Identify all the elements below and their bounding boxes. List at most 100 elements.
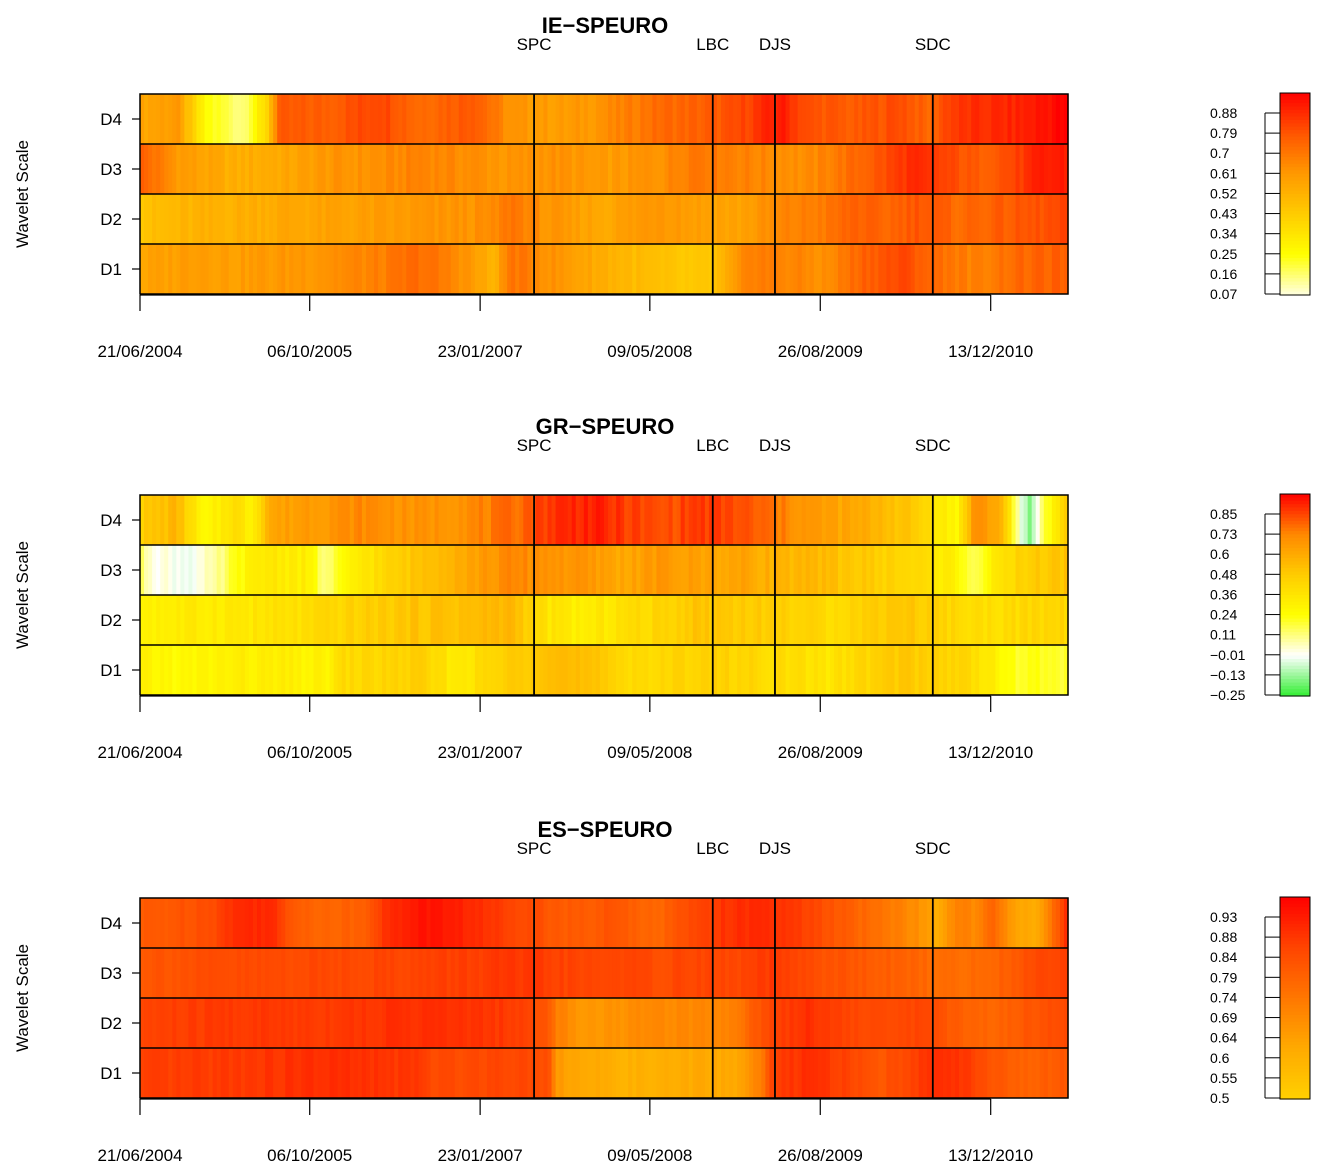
heatmap-cell	[555, 144, 561, 194]
heatmap-cell	[842, 194, 847, 244]
heatmap-cell	[1019, 94, 1025, 144]
heatmap-cell	[547, 244, 553, 294]
heatmap-cell	[975, 898, 980, 948]
heatmap-cell	[567, 898, 573, 948]
heatmap-cell	[394, 998, 399, 1048]
heatmap-cell	[640, 595, 645, 645]
heatmap-cell	[482, 244, 488, 294]
heatmap-cell	[240, 1048, 246, 1098]
heatmap-cell	[587, 645, 593, 695]
heatmap-cell	[636, 998, 641, 1048]
heatmap-cell	[551, 595, 557, 645]
heatmap-cell	[591, 94, 597, 144]
heatmap-cell	[926, 595, 932, 645]
heatmap-cell	[995, 194, 1001, 244]
heatmap-cell	[999, 244, 1005, 294]
heatmap-cell	[418, 1048, 424, 1098]
heatmap-cell	[624, 998, 629, 1048]
heatmap-cell	[1007, 898, 1013, 948]
heatmap-cell	[1063, 595, 1069, 645]
heatmap-cell	[846, 194, 851, 244]
heatmap-cell	[704, 244, 710, 294]
heatmap-cell	[216, 545, 222, 595]
heatmap-cell	[950, 94, 956, 144]
heatmap-cell	[575, 194, 581, 244]
heatmap-cell	[305, 948, 311, 998]
heatmap-cell	[874, 645, 879, 695]
heatmap-cell	[753, 194, 758, 244]
heatmap-cell	[680, 645, 686, 695]
heatmap-cell	[737, 998, 742, 1048]
heatmap-cell	[1031, 244, 1037, 294]
heatmap-cell	[507, 948, 512, 998]
heatmap-cell	[789, 595, 795, 645]
heatmap-cell	[825, 194, 831, 244]
heatmap-cell	[486, 244, 492, 294]
heatmap-cell	[850, 948, 855, 998]
heatmap-cell	[620, 495, 625, 545]
heatmap-cell	[737, 94, 742, 144]
heatmap-cell	[236, 194, 242, 244]
heatmap-cell	[567, 645, 573, 695]
heatmap-cell	[394, 948, 399, 998]
heatmap-cell	[765, 998, 771, 1048]
heatmap-cell	[741, 144, 746, 194]
heatmap-cell	[321, 898, 327, 948]
heatmap-cell	[902, 495, 908, 545]
heatmap-cell	[878, 1048, 883, 1098]
heatmap-cell	[144, 898, 149, 948]
heatmap-cell	[866, 495, 871, 545]
heatmap-cell	[700, 645, 706, 695]
heatmap-cell	[499, 998, 504, 1048]
heatmap-cell	[967, 244, 972, 294]
heatmap-cell	[559, 645, 565, 695]
heatmap-cell	[817, 998, 823, 1048]
heatmap-cell	[567, 194, 573, 244]
heatmap-cell	[232, 495, 238, 545]
heatmap-cell	[277, 595, 282, 645]
heatmap-cell	[293, 144, 298, 194]
heatmap-cell	[152, 948, 157, 998]
heatmap-cell	[547, 495, 553, 545]
heatmap-cell	[656, 1048, 662, 1098]
heatmap-cell	[991, 1048, 996, 1098]
heatmap-cell	[636, 595, 641, 645]
heatmap-cell	[240, 595, 246, 645]
heatmap-cell	[543, 898, 549, 948]
heatmap-cell	[462, 244, 468, 294]
heatmap-cell	[470, 244, 476, 294]
heatmap-cell	[188, 545, 194, 595]
heatmap-cell	[216, 948, 222, 998]
heatmap-cell	[708, 1048, 714, 1098]
heatmap-cell	[866, 144, 871, 194]
heatmap-cell	[422, 898, 428, 948]
heatmap-cell	[761, 94, 766, 144]
heatmap-cell	[616, 898, 621, 948]
heatmap-cell	[462, 998, 468, 1048]
heatmap-cell	[946, 948, 952, 998]
legend-swatch	[1280, 947, 1310, 952]
heatmap-cell	[1007, 244, 1013, 294]
heatmap-cell	[975, 194, 980, 244]
heatmap-cell	[390, 94, 395, 144]
heatmap-cell	[805, 948, 811, 998]
heatmap-cell	[192, 595, 198, 645]
heatmap-cell	[515, 194, 520, 244]
heatmap-cell	[640, 144, 645, 194]
heatmap-cell	[608, 948, 613, 998]
heatmap-cell	[636, 1048, 641, 1098]
heatmap-cell	[1039, 645, 1045, 695]
heatmap-cell	[942, 244, 948, 294]
heatmap-cell	[293, 948, 298, 998]
heatmap-cell	[636, 94, 641, 144]
heatmap-cell	[458, 244, 464, 294]
heatmap-cell	[180, 1048, 185, 1098]
heatmap-cell	[979, 144, 984, 194]
heatmap-cell	[959, 948, 964, 998]
heatmap-cell	[240, 495, 246, 545]
heatmap-cell	[216, 645, 222, 695]
heatmap-cell	[180, 545, 185, 595]
heatmap-cell	[846, 144, 851, 194]
heatmap-cell	[563, 244, 569, 294]
